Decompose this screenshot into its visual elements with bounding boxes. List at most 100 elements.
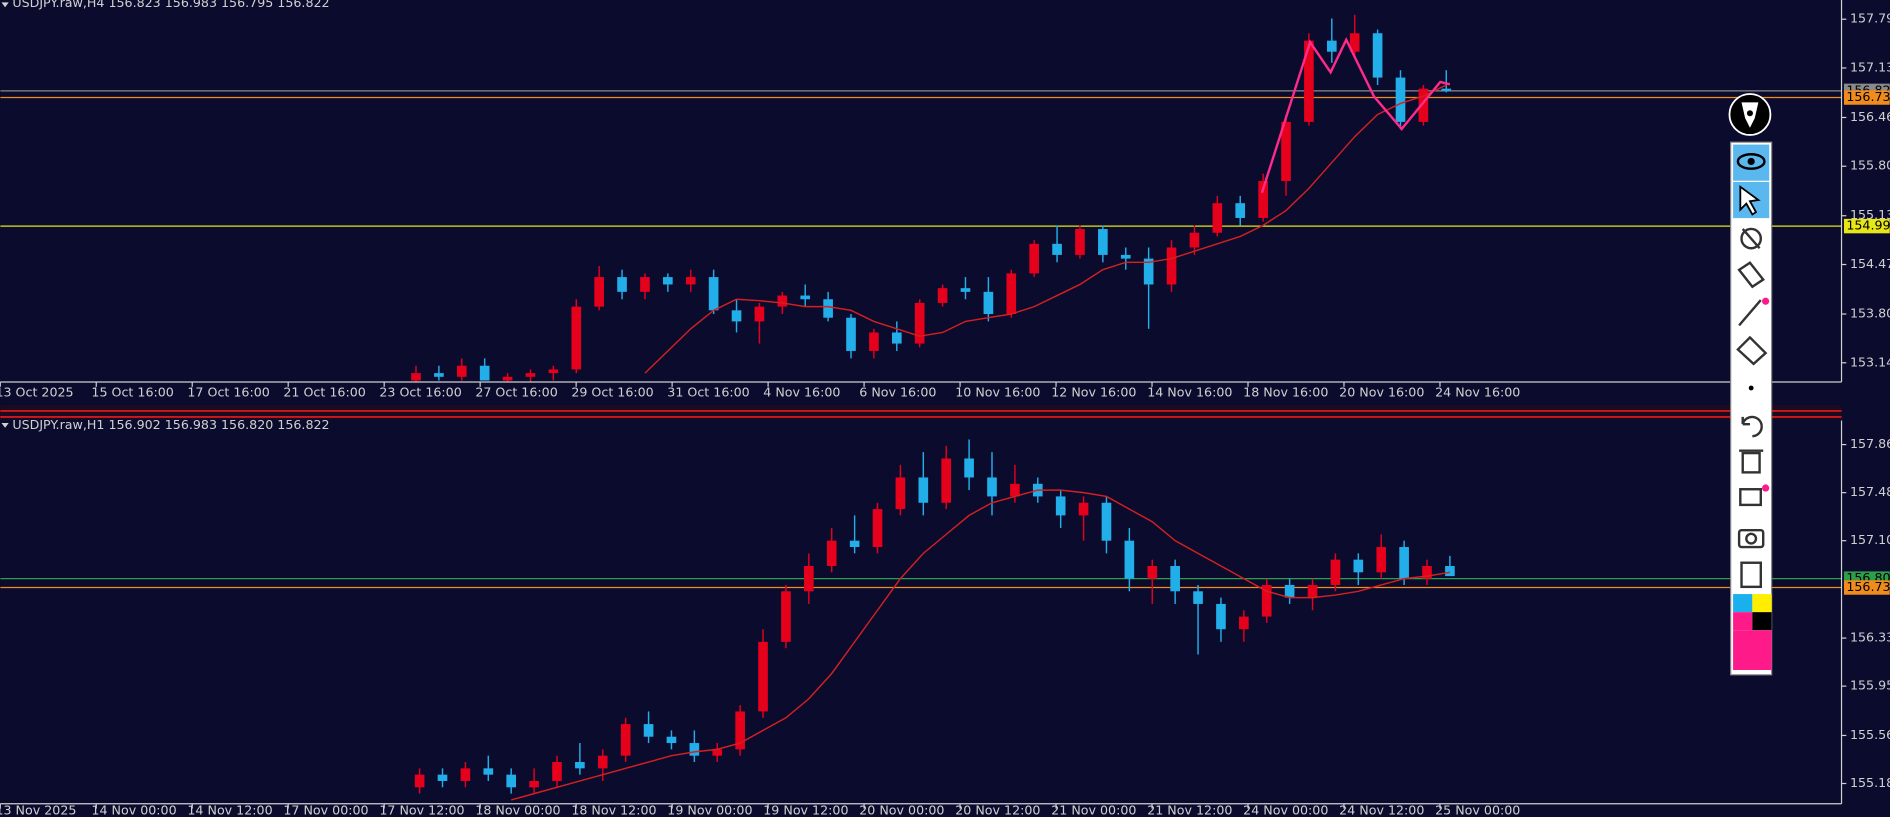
candle-body bbox=[869, 332, 879, 351]
y-tick-label: 155.56 bbox=[1850, 727, 1890, 742]
eye-icon bbox=[1736, 153, 1766, 170]
candle-body bbox=[434, 373, 444, 377]
x-tick-label: 13 Nov 2025 bbox=[0, 802, 76, 817]
candle-body bbox=[1281, 121, 1291, 182]
candle-body bbox=[849, 540, 860, 548]
color-swatch[interactable] bbox=[1752, 612, 1772, 631]
candle-body bbox=[1216, 603, 1226, 630]
candle-body bbox=[689, 743, 700, 756]
candle-body bbox=[1098, 229, 1108, 255]
x-tick-label: 29 Oct 16:00 bbox=[571, 384, 653, 399]
candle-body bbox=[575, 762, 585, 769]
x-tick-label: 24 Nov 00:00 bbox=[1243, 802, 1328, 817]
color-swatch[interactable] bbox=[1733, 612, 1753, 631]
x-tick-label: 24 Nov 12:00 bbox=[1339, 802, 1424, 817]
candle-body bbox=[643, 724, 654, 737]
cursor-icon bbox=[1739, 184, 1761, 216]
price-tag bbox=[1843, 90, 1890, 105]
candle-body bbox=[1235, 203, 1246, 218]
candle-body bbox=[731, 310, 742, 322]
x-tick-label: 6 Nov 16:00 bbox=[859, 384, 936, 399]
y-tick-label: 155.18 bbox=[1850, 775, 1890, 790]
candle-body bbox=[1399, 547, 1409, 579]
candle-body bbox=[1212, 203, 1223, 233]
candle-body bbox=[895, 477, 906, 510]
candle-body bbox=[1372, 33, 1383, 78]
candle-body bbox=[777, 295, 788, 307]
header-arrow bbox=[1, 422, 9, 428]
y-tick-label: 154.47 bbox=[1850, 256, 1890, 271]
fib-icon bbox=[1741, 228, 1761, 250]
tool-template[interactable] bbox=[1739, 488, 1762, 507]
candle-body bbox=[826, 540, 837, 566]
candle-body bbox=[663, 277, 673, 285]
x-tick-label: 18 Nov 12:00 bbox=[571, 802, 656, 817]
candle-body bbox=[502, 376, 513, 381]
candle-body bbox=[506, 774, 517, 788]
candle-body bbox=[1326, 40, 1337, 52]
candle-body bbox=[640, 277, 650, 292]
candle-body bbox=[1395, 77, 1406, 122]
x-tick-label: 10 Nov 16:00 bbox=[955, 384, 1040, 399]
tool-shapes[interactable] bbox=[1737, 261, 1765, 289]
y-tick-label: 156.46 bbox=[1850, 109, 1890, 124]
y-tick-label: 157.48 bbox=[1850, 484, 1890, 499]
price-tag bbox=[1843, 218, 1890, 234]
tool-point[interactable] bbox=[1748, 385, 1754, 391]
tool-screenshot[interactable] bbox=[1737, 529, 1765, 549]
candle-body bbox=[1239, 616, 1249, 630]
tool-undo[interactable] bbox=[1741, 415, 1763, 438]
candle-body bbox=[846, 317, 856, 351]
tool-dot bbox=[1762, 297, 1770, 305]
candle-body bbox=[735, 711, 745, 750]
color-swatch[interactable] bbox=[1733, 594, 1753, 613]
x-tick-label: 20 Nov 12:00 bbox=[955, 802, 1040, 817]
x-tick-label: 25 Nov 00:00 bbox=[1435, 802, 1520, 817]
x-tick-label: 17 Nov 00:00 bbox=[283, 802, 368, 817]
candle-body bbox=[548, 369, 559, 374]
x-tick-label: 21 Nov 00:00 bbox=[1051, 802, 1136, 817]
x-tick-label: 17 Oct 16:00 bbox=[187, 384, 269, 399]
color-swatch[interactable] bbox=[1752, 594, 1772, 613]
y-tick-label: 155.95 bbox=[1850, 678, 1890, 693]
price-tag bbox=[1843, 580, 1890, 595]
candle-body bbox=[800, 295, 811, 300]
x-tick-label: 31 Oct 16:00 bbox=[667, 384, 749, 399]
tool-eraser[interactable] bbox=[1736, 335, 1768, 366]
candle-body bbox=[1258, 181, 1268, 218]
x-tick-label: 4 Nov 16:00 bbox=[763, 384, 840, 399]
tool-fib[interactable] bbox=[1740, 227, 1763, 250]
eye-pupil bbox=[1747, 157, 1755, 166]
candle-body bbox=[479, 365, 490, 381]
x-tick-label: 14 Nov 16:00 bbox=[1147, 384, 1232, 399]
candle-body bbox=[1353, 559, 1364, 573]
candle-body bbox=[525, 373, 536, 377]
tool-line[interactable] bbox=[1738, 299, 1762, 327]
candle-body bbox=[1120, 254, 1131, 259]
x-tick-label: 18 Nov 00:00 bbox=[475, 802, 560, 817]
x-tick-label: 21 Oct 16:00 bbox=[283, 384, 365, 399]
candle-body bbox=[1261, 584, 1272, 617]
candle-body bbox=[1193, 591, 1203, 604]
tool-delete[interactable] bbox=[1741, 451, 1761, 474]
chart-h4 bbox=[0, 14, 1842, 382]
moving-average bbox=[644, 84, 1447, 374]
candle-body bbox=[460, 768, 471, 781]
candle-body bbox=[1189, 232, 1200, 248]
candle-body bbox=[414, 774, 425, 788]
candle-body bbox=[1422, 565, 1432, 579]
x-tick-label: 19 Nov 00:00 bbox=[667, 802, 752, 817]
candle-body bbox=[552, 762, 562, 781]
tool-clipboard[interactable] bbox=[1740, 561, 1763, 589]
candle-body bbox=[1418, 88, 1429, 122]
x-tick-label: 21 Nov 12:00 bbox=[1147, 802, 1232, 817]
x-tick-label: 23 Oct 16:00 bbox=[379, 384, 461, 399]
candle-body bbox=[456, 365, 467, 377]
color-swatch[interactable] bbox=[1733, 630, 1772, 670]
candle-body bbox=[411, 373, 421, 381]
candle-body bbox=[1124, 540, 1135, 579]
candle-body bbox=[754, 306, 765, 322]
tool-dot bbox=[1762, 484, 1770, 492]
candle-body bbox=[823, 299, 833, 318]
x-tick-label: 27 Oct 16:00 bbox=[475, 384, 557, 399]
